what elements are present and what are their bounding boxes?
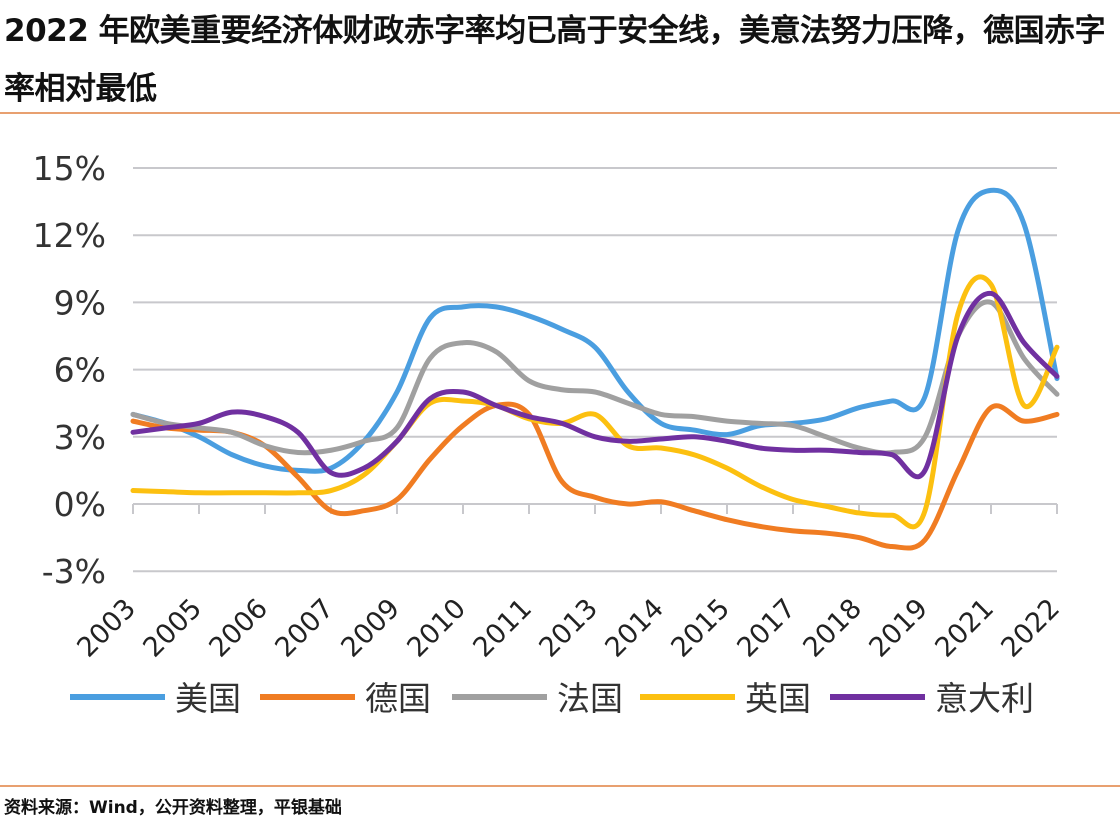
x-tick-label: 2021 bbox=[929, 593, 1000, 664]
x-tick-label: 2005 bbox=[137, 593, 208, 664]
legend-label: 英国 bbox=[745, 679, 811, 718]
y-tick-label: 0% bbox=[54, 485, 106, 524]
x-tick-label: 2018 bbox=[797, 593, 868, 664]
y-tick-label: 15% bbox=[33, 149, 106, 188]
line-chart: -3%0%3%6%9%12%15%20032005200620072009201… bbox=[33, 149, 1066, 718]
y-tick-label: 9% bbox=[54, 283, 106, 322]
x-tick-label: 2007 bbox=[269, 593, 340, 664]
x-tick-label: 2015 bbox=[665, 593, 736, 664]
chart-title: 2022 年欧美重要经济体财政赤字率均已高于安全线，美意法努力压降，德国赤字率相… bbox=[4, 13, 1106, 107]
legend-label: 意大利 bbox=[935, 679, 1034, 718]
x-tick-label: 2006 bbox=[203, 593, 274, 664]
x-tick-label: 2009 bbox=[335, 593, 406, 664]
y-tick-label: 3% bbox=[54, 418, 106, 457]
series-line-0 bbox=[130, 187, 1060, 474]
x-tick-label: 2010 bbox=[401, 593, 472, 664]
y-tick-label: -3% bbox=[42, 552, 106, 591]
legend-label: 法国 bbox=[557, 679, 623, 718]
title-divider bbox=[0, 112, 1120, 114]
x-tick-label: 2003 bbox=[71, 593, 142, 664]
x-tick-label: 2013 bbox=[533, 593, 604, 664]
x-tick-label: 2017 bbox=[731, 593, 802, 664]
series-line-1 bbox=[130, 401, 1060, 551]
x-tick-label: 2014 bbox=[599, 593, 670, 664]
x-tick-label: 2022 bbox=[995, 593, 1066, 664]
y-tick-label: 12% bbox=[33, 216, 106, 255]
series-line-4 bbox=[130, 290, 1060, 480]
x-tick-label: 2019 bbox=[863, 593, 934, 664]
legend-label: 德国 bbox=[365, 679, 431, 718]
source-note: 资料来源：Wind，公开资料整理，平银基础 bbox=[4, 798, 342, 818]
x-tick-label: 2011 bbox=[467, 593, 538, 664]
series-line-2 bbox=[130, 299, 1060, 456]
source-divider bbox=[0, 785, 1120, 787]
series-line-3 bbox=[130, 274, 1060, 530]
y-tick-label: 6% bbox=[54, 351, 106, 390]
legend-label: 美国 bbox=[175, 679, 241, 718]
